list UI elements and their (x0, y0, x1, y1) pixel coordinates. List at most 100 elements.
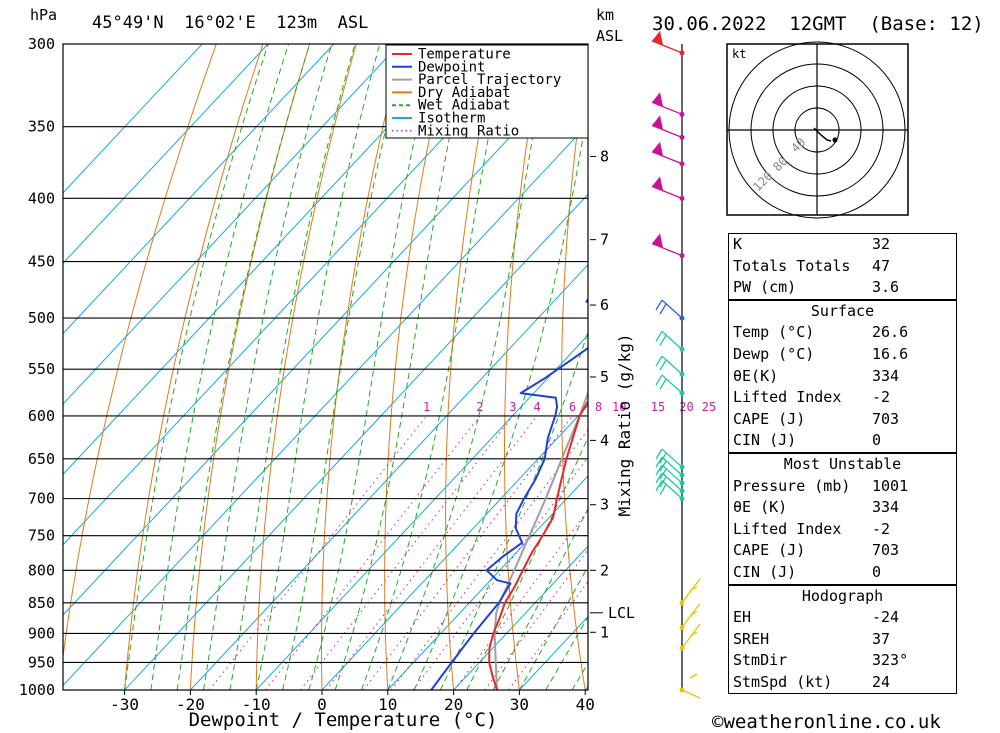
isotherm-line (321, 404, 588, 690)
km-tick-label: 7 (600, 231, 609, 249)
dry-adiabat-line (63, 44, 217, 661)
legend-label: Parcel Trajectory (418, 72, 561, 88)
index-label: Lifted Index (733, 519, 842, 538)
index-label: CIN (J) (733, 431, 797, 450)
index-value: 703 (872, 409, 900, 428)
mixing-ratio-value: 15 (651, 400, 665, 414)
mixing-ratio-line (412, 456, 588, 690)
mixing-ratio-line (390, 428, 588, 690)
index-row: Dewp (°C) 16.6 (729, 344, 956, 366)
wind-barb (679, 673, 701, 699)
hodograph-section: Hodograph EH -24 SREH 37 StmDir 323° StmSpd (k… (729, 583, 956, 694)
pressure-tick-label: 650 (28, 450, 55, 468)
plot-frame (62, 43, 589, 691)
index-value: 47 (872, 256, 891, 275)
dry-adiabat-line (670, 44, 717, 690)
temperature-tick-label: 0 (317, 695, 327, 714)
index-row: Totals Totals 47 (729, 256, 956, 278)
pressure-tick-label: 600 (28, 407, 55, 425)
wind-barb-dot (679, 253, 685, 259)
isobar-lines (63, 43, 588, 691)
index-label: Pressure (mb) (733, 476, 851, 495)
wind-barb-dot (679, 687, 685, 693)
parcel-trajectory-line (493, 390, 588, 690)
pressure-tick-label: 300 (28, 35, 55, 53)
index-row: Lifted Index -2 (729, 387, 956, 409)
isotherm-line (190, 264, 588, 690)
mixing-ratio-line (363, 415, 573, 690)
wind-barb (655, 374, 685, 396)
index-label: Temp (°C) (733, 323, 815, 342)
mixing-ratio-value: 3 (509, 400, 516, 414)
index-value: 334 (872, 366, 900, 385)
mixing-ratio-line (265, 415, 481, 690)
wind-barb (651, 92, 685, 117)
credit-label: ©weatheronline.co.uk (712, 711, 941, 733)
index-value: -24 (872, 608, 900, 627)
dewpoint-line (430, 70, 588, 690)
wind-barb-dot (679, 472, 685, 478)
hpa-label: hPa (30, 6, 57, 24)
index-value: 16.6 (872, 344, 909, 363)
pressure-tick-label: 700 (28, 490, 55, 508)
mixing-ratio-value: 8 (595, 400, 602, 414)
index-value: -2 (872, 388, 891, 407)
isotherm-line (63, 44, 269, 264)
wind-barb (655, 472, 685, 494)
index-value: 3.6 (872, 278, 900, 297)
legend-label: Mixing Ratio (418, 123, 519, 139)
datetime-label: 30.06.2022 12GMT (Base: 12) (652, 13, 984, 35)
pressure-tick-label: 500 (28, 309, 55, 327)
mixing-ratio-value: 6 (569, 400, 576, 414)
index-value: 37 (872, 629, 891, 648)
mixing-ratio-line (508, 580, 588, 690)
isotherm-line (63, 44, 532, 546)
mixing-ratio-labels: 1 2 3 4 6 8 10 15 20 25 (423, 400, 716, 414)
wind-barb (651, 176, 685, 201)
dry-adiabat-line (189, 44, 311, 690)
index-row: Pressure (mb) 1001 (729, 476, 956, 498)
isotherm-line (63, 44, 400, 405)
km-tick-label: 6 (600, 296, 609, 314)
isotherm-line (63, 52, 588, 616)
surface-section: Surface Temp (°C) 26.6 Dewp (°C) 16.6 θE(K) 3… (729, 298, 956, 452)
wind-barb (655, 299, 685, 321)
wind-barbs (651, 30, 701, 699)
index-row: SREH 37 (729, 629, 956, 651)
km-label: km (596, 6, 614, 24)
isotherm-line (63, 44, 335, 335)
pressure-tick-label: 400 (28, 189, 55, 207)
pressure-tick-label: 900 (28, 624, 55, 642)
index-row: CIN (J) 0 (729, 430, 956, 452)
wind-barb (655, 480, 685, 502)
axis-labels: 3003504004505005506006507007508008509009… (19, 35, 595, 714)
wind-barb (651, 115, 685, 140)
km-tick-label: 3 (600, 496, 609, 514)
pressure-tick-label: 950 (28, 653, 55, 671)
wet-adiabat-line (361, 44, 508, 690)
wet-adiabat-line (282, 44, 408, 690)
pressure-tick-label: 550 (28, 360, 55, 378)
pressure-tick-label: 350 (28, 118, 55, 136)
index-label: CAPE (J) (733, 541, 806, 560)
index-row: θE(K) 334 (729, 366, 956, 388)
pressure-tick-label: 1000 (19, 681, 55, 699)
wind-barb-dot (679, 645, 685, 651)
temperature-tick-label: 30 (510, 695, 529, 714)
index-row: EH -24 (729, 607, 956, 629)
index-row: Lifted Index -2 (729, 519, 956, 541)
dry-adiabat-line (963, 44, 1000, 690)
general-indices: K 32 Totals Totals 47 PW (cm) 3.6 (729, 234, 956, 299)
most-unstable-title: Most Unstable (729, 452, 956, 476)
index-label: CAPE (J) (733, 409, 806, 428)
index-label: Dewp (°C) (733, 344, 815, 363)
index-value: 32 (872, 235, 891, 253)
dry-adiabat-line (445, 44, 497, 690)
wind-barb (655, 448, 685, 470)
wind-barb (655, 456, 685, 478)
temperature-tick-label: -30 (110, 695, 139, 714)
wet-adiabat-line (492, 507, 588, 690)
